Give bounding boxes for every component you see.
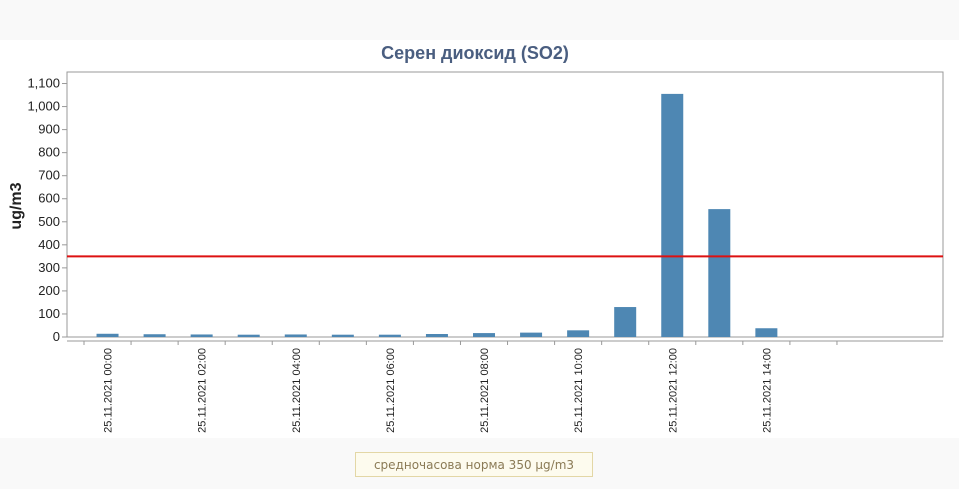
y-tick-label: 0 [53,329,60,344]
x-tick-label: 25.11.2021 06:00 [385,348,397,433]
bar [567,330,590,337]
bar [96,333,119,337]
x-tick-label: 25.11.2021 08:00 [479,348,491,433]
bar [331,334,354,337]
threshold-legend: средночасова норма 350 µg/m3 [355,452,593,477]
bar [520,332,543,337]
x-tick-label: 25.11.2021 04:00 [291,348,303,433]
y-tick-label: 500 [38,214,60,229]
x-tick-label: 25.11.2021 10:00 [573,348,585,433]
bar [237,334,260,337]
y-tick-label: 600 [38,191,60,206]
x-tick-label: 25.11.2021 00:00 [103,348,115,433]
y-tick-label: 700 [38,168,60,183]
y-tick-label: 1,100 [27,76,60,91]
x-axis: 25.11.2021 00:00 25.11.2021 02:00 25.11.20… [67,340,943,433]
bar [473,333,496,337]
legend-text: средночасова норма 350 µg/m3 [373,457,575,472]
y-tick-label: 900 [38,122,60,137]
y-axis-label: ug/m3 [8,182,25,229]
y-tick-label: 800 [38,145,60,160]
so2-bar-chart: Серен диоксид (SO2) ug/m3 0 100 200 300 400 5… [8,43,944,433]
chart-panel: Серен диоксид (SO2) ug/m3 0 100 200 300 400 5… [0,40,959,438]
bar [378,334,401,337]
y-tick-label: 400 [38,237,60,252]
y-tick-label: 300 [38,260,60,275]
bar [190,334,213,337]
bar [143,334,166,337]
x-tick-label: 25.11.2021 02:00 [197,348,209,433]
bar [425,334,448,337]
y-tick-label: 100 [38,306,60,321]
x-tick-label: 25.11.2021 14:00 [761,348,773,433]
y-axis: 0 100 200 300 400 500 600 700 800 900 1,000 1,100 [27,76,67,344]
bar [755,328,778,337]
bar [708,209,731,337]
bar [614,307,637,337]
x-tick-label: 25.11.2021 12:00 [667,348,679,433]
bar [661,93,684,338]
y-tick-label: 1,000 [27,99,60,114]
bar-series [96,93,778,338]
plot-area [66,71,944,338]
y-tick-label: 200 [38,283,60,298]
chart-title: Серен диоксид (SO2) [381,43,569,63]
bar [284,334,307,337]
